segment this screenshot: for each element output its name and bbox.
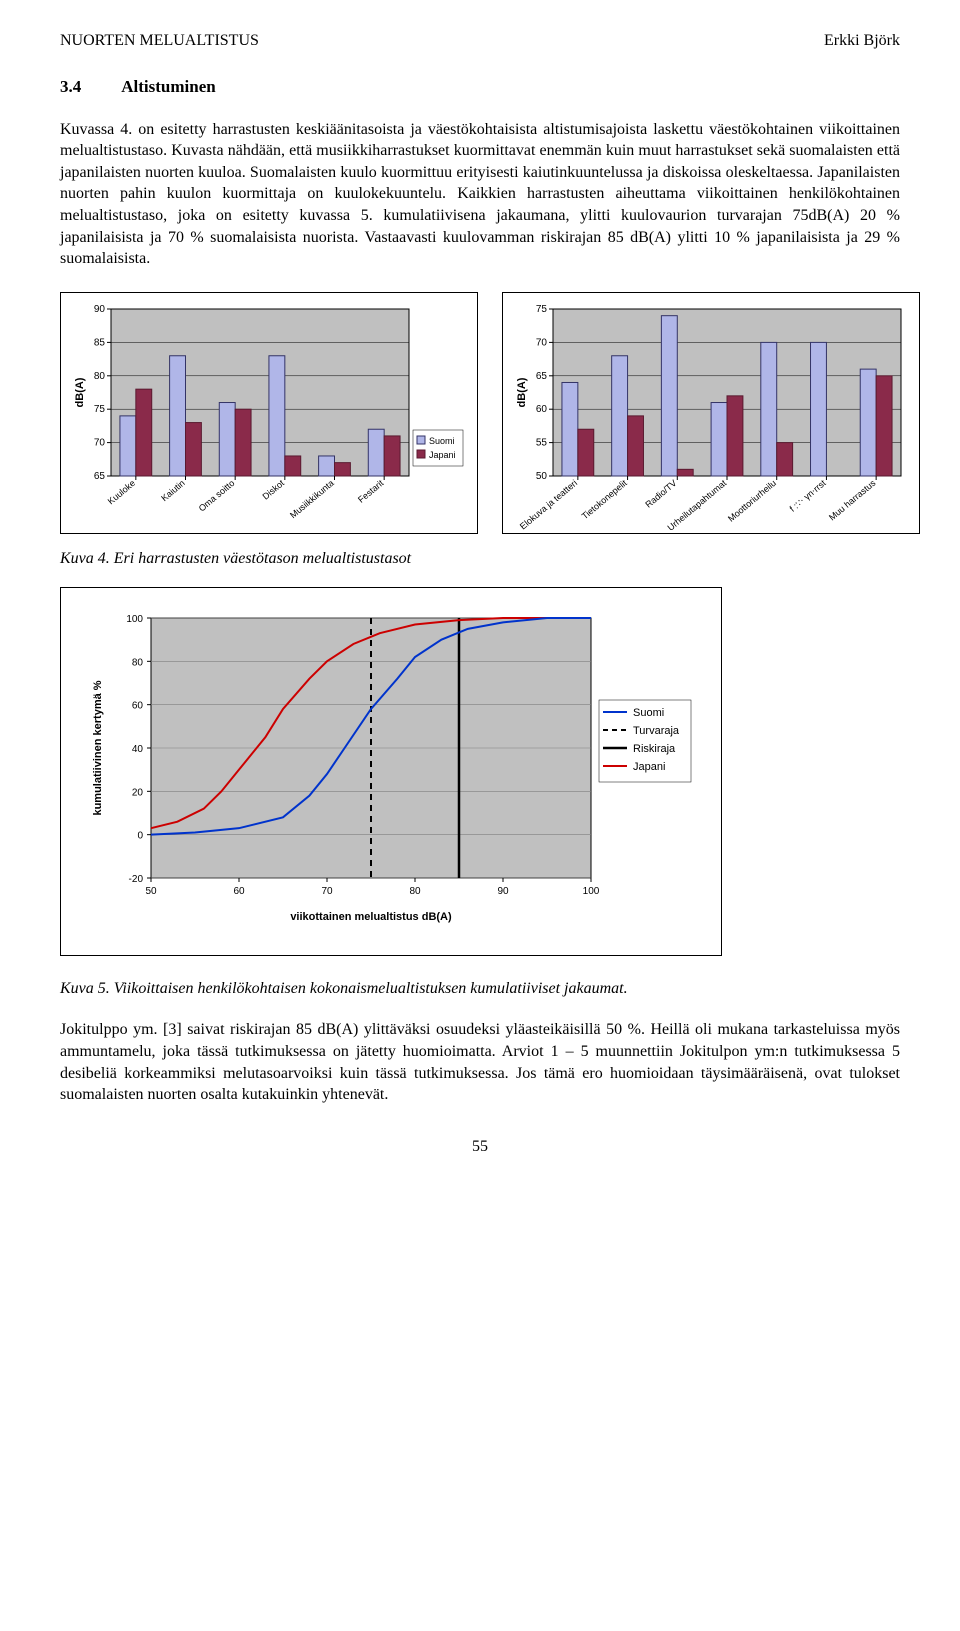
svg-text:dB(A): dB(A) [516,377,528,407]
svg-text:0: 0 [137,831,143,842]
svg-text:Kuuloke: Kuuloke [106,478,137,507]
svg-text:viikottainen melualtistus dB(A: viikottainen melualtistus dB(A) [290,911,452,923]
svg-text:Oma soitto: Oma soitto [197,478,237,514]
svg-text:60: 60 [233,886,245,897]
svg-text:65: 65 [536,370,548,381]
svg-text:70: 70 [536,337,548,348]
page-header: NUORTEN MELUALTISTUS Erkki Björk [60,30,900,52]
svg-text:85: 85 [94,337,106,348]
svg-text:70: 70 [94,437,106,448]
svg-text:20: 20 [132,788,144,799]
paragraph-2: Jokitulppo ym. [3] saivat riskirajan 85 … [60,1019,900,1105]
section-title: Altistuminen [121,76,215,99]
svg-text:Moottoriurheilu: Moottoriurheilu [726,478,778,524]
svg-text:80: 80 [409,886,421,897]
svg-text:dB(A): dB(A) [74,377,86,407]
svg-text:90: 90 [497,886,509,897]
svg-text:Japani: Japani [633,761,665,773]
svg-text:75: 75 [94,404,106,415]
svg-text:80: 80 [94,370,106,381]
svg-text:60: 60 [536,404,548,415]
svg-text:Turvaraja: Turvaraja [633,725,680,737]
svg-text:Riskiraja: Riskiraja [633,743,676,755]
svg-text:75: 75 [536,304,548,315]
svg-text:60: 60 [132,701,144,712]
svg-text:50: 50 [145,886,157,897]
svg-text:100: 100 [126,614,143,625]
section-heading: 3.4 Altistuminen [60,76,900,99]
svg-text:90: 90 [94,304,106,315]
svg-text:Kaiutin: Kaiutin [159,478,187,503]
svg-text:55: 55 [536,437,548,448]
svg-text:Diskot: Diskot [261,477,287,501]
caption-kuva5: Kuva 5. Viikoittaisen henkilökohtaisen k… [60,978,900,1000]
svg-text:Radio/TV: Radio/TV [643,478,678,510]
svg-text:Suomi: Suomi [429,436,455,446]
svg-text:40: 40 [132,744,144,755]
paragraph-1: Kuvassa 4. on esitetty harrastusten kesk… [60,119,900,270]
svg-text:100: 100 [583,886,600,897]
page-number: 55 [60,1136,900,1158]
svg-text:Tietokonepelit: Tietokonepelit [580,477,629,521]
svg-text:Suomi: Suomi [633,707,664,719]
svg-text:65: 65 [94,471,106,482]
bar-chart-2: 50 55 60 65 70 75 dB(A) Elokuva ja teatteriTiet… [502,292,920,534]
line-chart-kuva5: -20 0 20 40 60 80 100 50 60 70 80 90 100 kumulatiivin… [60,587,722,956]
svg-text:Musiikkikunta: Musiikkikunta [288,478,336,520]
section-number: 3.4 [60,76,81,99]
svg-text:Elokuva ja teatteri: Elokuva ja teatteri [518,478,579,531]
svg-text:70: 70 [321,886,333,897]
svg-text:Japani: Japani [429,450,456,460]
svg-text:f :∵⋅ γn⋅rrst: f :∵⋅ γn⋅rrst [788,477,828,513]
header-left: NUORTEN MELUALTISTUS [60,30,259,52]
bar-charts-row: 65 70 75 80 85 90 dB(A) Kuuloke Kaiutin Oma soitt… [60,292,900,534]
svg-text:Muu harrastus: Muu harrastus [827,477,878,522]
svg-text:80: 80 [132,658,144,669]
bar-chart-1: 65 70 75 80 85 90 dB(A) Kuuloke Kaiutin Oma soitt… [60,292,478,534]
svg-text:50: 50 [536,471,548,482]
svg-text:kumulatiivinen kertymä %: kumulatiivinen kertymä % [92,681,104,816]
svg-text:Festarit: Festarit [356,477,386,504]
caption-kuva4: Kuva 4. Eri harrastusten väestötason mel… [60,548,900,570]
svg-text:-20: -20 [129,874,144,885]
header-right: Erkki Björk [824,30,900,52]
